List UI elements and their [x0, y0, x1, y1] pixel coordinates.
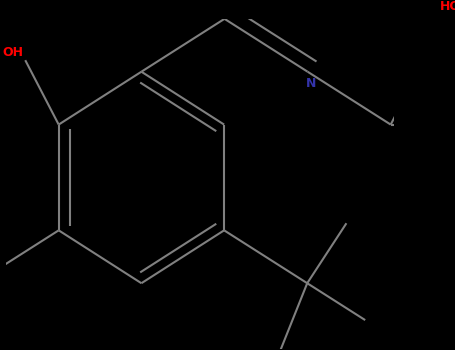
- Text: N: N: [305, 77, 316, 90]
- Text: HO: HO: [440, 0, 455, 13]
- Text: OH: OH: [2, 46, 23, 58]
